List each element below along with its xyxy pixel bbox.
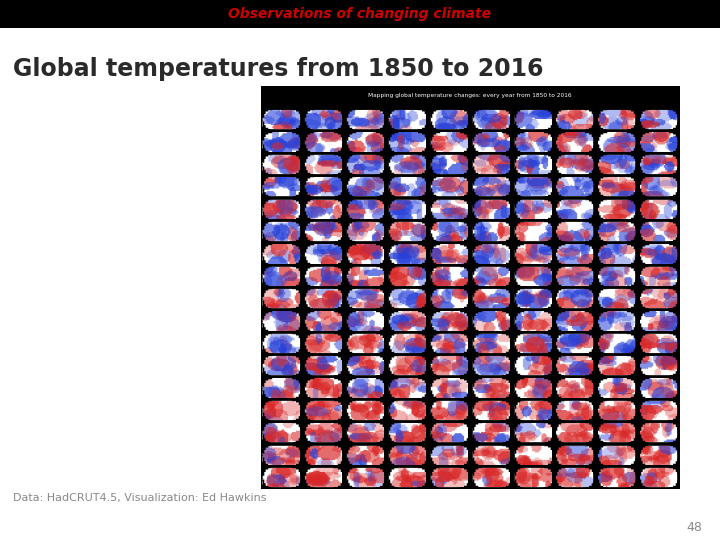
Text: 48: 48 [686,521,702,534]
Text: 1910s: 1910s [263,248,267,260]
Text: Mapping global temperature changes: every year from 1850 to 2016: Mapping global temperature changes: ever… [369,93,572,98]
Text: 1940s: 1940s [263,315,267,327]
Text: 1880s: 1880s [263,181,267,193]
Text: 1860s: 1860s [263,136,267,148]
Text: 1930s: 1930s [263,293,267,305]
Text: 1960s: 1960s [263,360,267,372]
Text: 1950s: 1950s [263,338,267,349]
Text: 1870s: 1870s [263,158,267,171]
Text: Observations of changing climate: Observations of changing climate [228,7,492,21]
Text: 1920s: 1920s [263,270,267,282]
Text: 2000s: 2000s [263,449,267,461]
Text: 1850s: 1850s [263,114,267,126]
Text: 1900s: 1900s [263,226,267,238]
Text: Data: HadCRUT4.5, Visualization: Ed Hawkins: Data: HadCRUT4.5, Visualization: Ed Hawk… [13,493,266,503]
Text: Data: HadCRUT4.5
@ed_hawkins: Data: HadCRUT4.5 @ed_hawkins [643,472,676,481]
Text: Global temperatures from 1850 to 2016: Global temperatures from 1850 to 2016 [13,57,544,80]
Text: 1970s: 1970s [263,382,267,394]
FancyBboxPatch shape [261,86,680,489]
Text: 1980s: 1980s [263,404,267,416]
Text: 1990s: 1990s [263,427,267,439]
Text: 1890s: 1890s [263,203,267,215]
FancyBboxPatch shape [0,0,720,28]
Text: 2010s: 2010s [263,471,267,483]
